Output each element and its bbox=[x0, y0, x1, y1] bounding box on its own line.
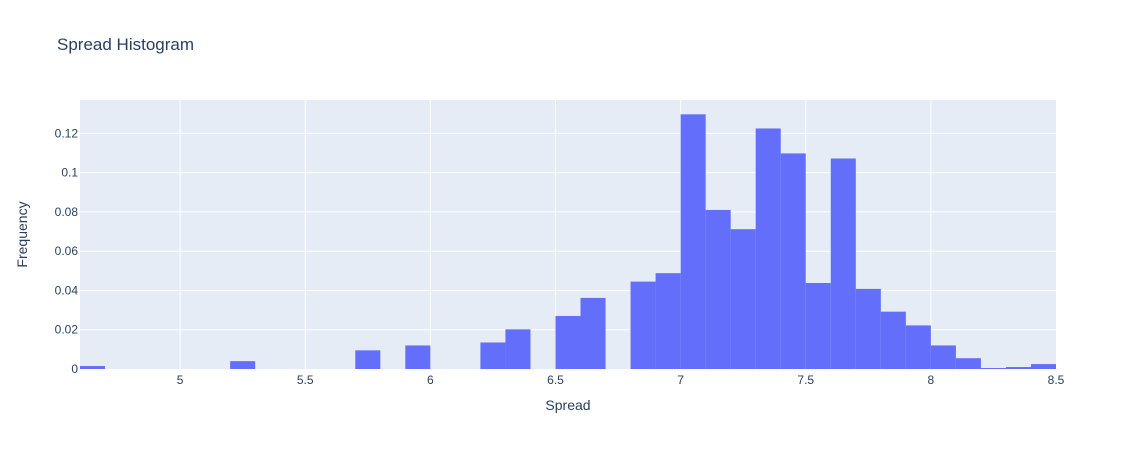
histogram-bar bbox=[880, 311, 906, 369]
bar-layer bbox=[80, 114, 1056, 369]
y-axis-ticks: 0 0.02 0.04 0.06 0.08 0.1 0.12 bbox=[55, 126, 79, 376]
y-tick-label: 0.02 bbox=[55, 323, 79, 337]
y-tick-label: 0.12 bbox=[55, 126, 79, 140]
histogram-bar bbox=[905, 325, 931, 369]
x-axis-ticks: 5 5.5 6 6.5 7 7.5 8 8.5 bbox=[177, 373, 1065, 387]
x-tick-label: 7.5 bbox=[797, 373, 814, 387]
histogram-bar bbox=[580, 297, 606, 369]
histogram-bar bbox=[355, 350, 381, 369]
histogram-bar bbox=[830, 158, 856, 369]
histogram-bar bbox=[555, 315, 581, 369]
histogram-bar bbox=[755, 128, 781, 369]
x-tick-label: 5 bbox=[177, 373, 184, 387]
histogram-bar bbox=[655, 273, 681, 369]
x-tick-label: 8 bbox=[928, 373, 935, 387]
histogram-bar bbox=[780, 153, 806, 369]
x-tick-label: 7 bbox=[677, 373, 684, 387]
histogram-bar bbox=[930, 345, 956, 369]
histogram-bar bbox=[230, 361, 256, 369]
histogram-bar bbox=[705, 209, 731, 369]
histogram-bar bbox=[805, 282, 831, 369]
x-axis-label: Spread bbox=[545, 397, 590, 413]
y-tick-label: 0.06 bbox=[55, 244, 79, 258]
histogram-bar bbox=[730, 229, 756, 369]
x-tick-label: 8.5 bbox=[1048, 373, 1065, 387]
histogram-bar bbox=[80, 366, 106, 369]
y-tick-label: 0 bbox=[71, 362, 78, 376]
x-tick-label: 6 bbox=[427, 373, 434, 387]
chart-title: Spread Histogram bbox=[57, 35, 194, 54]
histogram-bar bbox=[1030, 364, 1056, 369]
histogram-bar bbox=[630, 281, 656, 369]
histogram-bar bbox=[680, 114, 706, 369]
histogram-bar bbox=[855, 288, 881, 369]
histogram-bar bbox=[405, 345, 431, 369]
histogram-bar bbox=[1005, 367, 1031, 369]
histogram-bar bbox=[480, 342, 506, 369]
histogram-bar bbox=[505, 329, 531, 369]
y-axis-label: Frequency bbox=[14, 201, 30, 267]
x-tick-label: 5.5 bbox=[297, 373, 314, 387]
histogram-bar bbox=[980, 368, 1006, 369]
histogram-bar bbox=[955, 358, 981, 369]
x-tick-label: 6.5 bbox=[547, 373, 564, 387]
y-tick-label: 0.04 bbox=[55, 283, 79, 297]
y-tick-label: 0.08 bbox=[55, 205, 79, 219]
y-tick-label: 0.1 bbox=[61, 166, 78, 180]
